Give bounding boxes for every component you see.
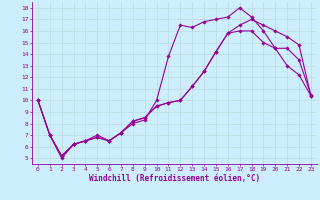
X-axis label: Windchill (Refroidissement éolien,°C): Windchill (Refroidissement éolien,°C): [89, 174, 260, 183]
